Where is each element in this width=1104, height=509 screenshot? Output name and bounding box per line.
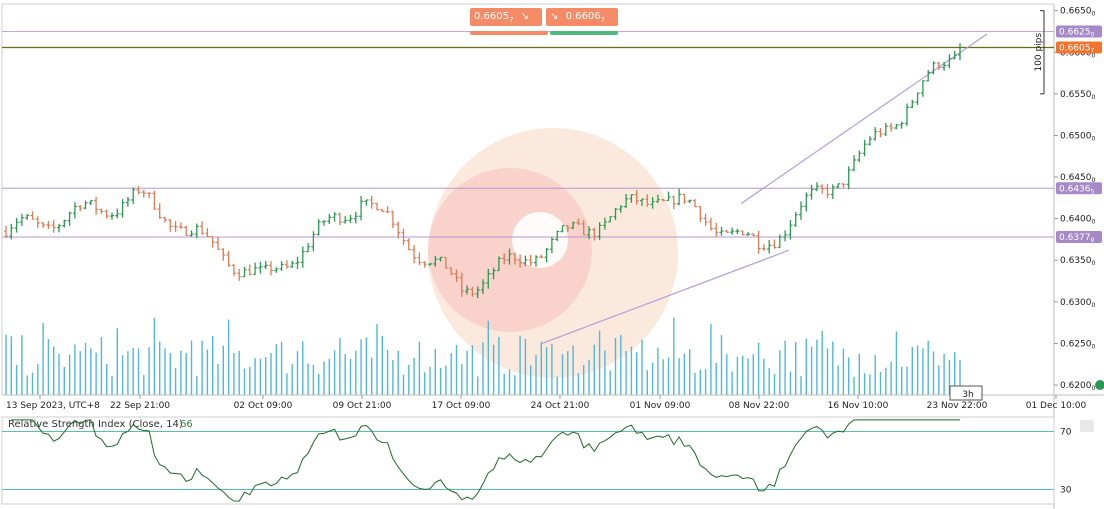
rsi-line[interactable] <box>11 419 960 502</box>
y-tick-label: 0.64500 <box>1060 173 1096 184</box>
sell-button[interactable]: 0.66057 ↘ <box>470 8 542 26</box>
buy-button[interactable]: ↘ 0.66067 <box>546 8 618 26</box>
x-tick-label: 09 Oct 21:00 <box>333 401 392 411</box>
sell-price: 0.6605 <box>474 11 509 22</box>
x-tick-label: 16 Nov 10:00 <box>828 401 889 411</box>
sell-price-sup: 7 <box>509 16 514 24</box>
alert-marker-icon[interactable] <box>1095 380 1104 391</box>
x-tick-label: 17 Oct 09:00 <box>432 401 491 411</box>
price-label-box <box>1056 182 1102 195</box>
pane-settings-icon[interactable] <box>1080 420 1094 432</box>
rsi-level-label: 30 <box>1060 486 1072 496</box>
pips-ruler-label: 100 pips <box>1034 33 1044 72</box>
price-label-box <box>1056 231 1102 244</box>
y-tick-label: 0.62500 <box>1060 339 1096 350</box>
price-label-text: 0.66057 <box>1059 44 1095 55</box>
x-tick-label: 24 Oct 21:00 <box>531 401 590 411</box>
buy-price-sup: 7 <box>600 16 606 24</box>
y-tick-label: 0.66500 <box>1060 7 1096 18</box>
x-tick-label: 22 Sep 21:00 <box>110 401 170 411</box>
y-tick-label: 0.66000 <box>1060 48 1096 59</box>
sell-volume-bar <box>470 31 548 35</box>
rsi-value: 66 <box>180 419 193 430</box>
x-tick-label: 08 Nov 22:00 <box>729 401 790 411</box>
x-tick-label: 23 Nov 22:00 <box>927 401 988 411</box>
y-tick-label: 0.64000 <box>1060 215 1096 226</box>
current-bar-marker[interactable] <box>949 385 983 401</box>
price-label-box <box>1056 41 1102 54</box>
buy-price: 0.6606 <box>565 11 601 22</box>
x-tick-label: 13 Sep 2023, UTC+8 <box>6 401 100 411</box>
trend-line[interactable] <box>541 249 790 344</box>
price-label-text: 0.66250 <box>1059 27 1095 38</box>
current-bar-label: 3h <box>962 390 973 400</box>
y-tick-label: 0.63000 <box>1060 298 1096 309</box>
sell-arrow-icon: ↘ <box>520 11 530 22</box>
y-tick-label: 0.65500 <box>1060 90 1096 101</box>
buy-volume-bar <box>550 31 618 35</box>
x-tick-label: 01 Dec 10:00 <box>1026 401 1087 411</box>
buy-arrow-icon: ↘ <box>550 11 559 22</box>
rsi-level-label: 70 <box>1060 428 1072 438</box>
price-label-box <box>1056 25 1102 38</box>
y-tick-label: 0.62000 <box>1060 381 1096 392</box>
x-tick-label: 01 Nov 09:00 <box>630 401 691 411</box>
trend-line[interactable] <box>740 33 988 205</box>
y-tick-label: 0.65000 <box>1060 131 1096 142</box>
price-label-text: 0.64365 <box>1059 184 1095 195</box>
y-tick-label: 0.63500 <box>1060 256 1096 267</box>
x-tick-label: 02 Oct 09:00 <box>234 401 293 411</box>
watermark-logo-hole <box>512 212 568 268</box>
price-label-text: 0.63779 <box>1059 233 1095 244</box>
rsi-title: Relative Strength Index (Close, 14) <box>8 419 183 430</box>
